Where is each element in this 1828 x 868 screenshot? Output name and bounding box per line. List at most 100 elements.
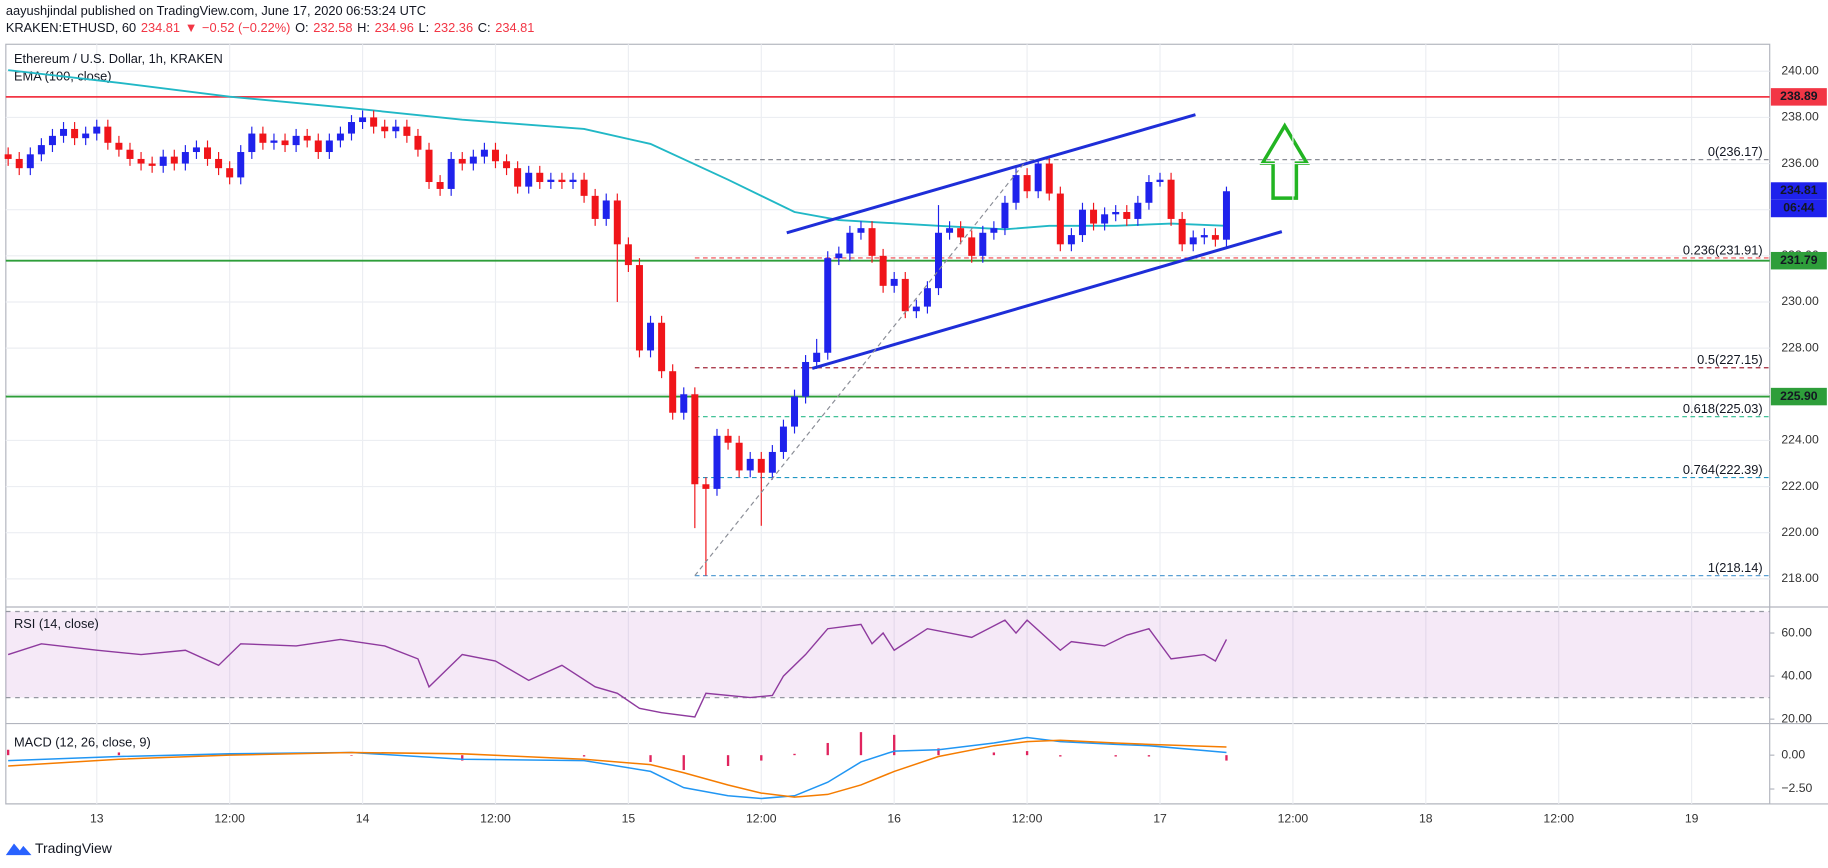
x-tick-label: 12:00: [480, 811, 511, 825]
candle-body: [270, 140, 278, 143]
candle-body: [613, 200, 621, 245]
quote-part: C:: [478, 21, 491, 36]
logo: [5, 843, 32, 856]
candle-body: [735, 442, 743, 471]
quote-part: −0.52 (−0.22%): [202, 21, 290, 36]
quote-part: O:: [295, 21, 309, 36]
candle-body: [979, 232, 987, 256]
candle-body: [890, 278, 898, 286]
candle-body: [1123, 212, 1131, 219]
fib-label: 0.5(227.15): [1697, 352, 1763, 367]
candle-body: [768, 451, 776, 473]
candle-body: [281, 140, 289, 146]
candle-body: [1090, 209, 1098, 224]
y-tick-label: 224.00: [1781, 433, 1819, 447]
x-tick-label: 13: [90, 811, 104, 825]
candle-body: [658, 322, 666, 372]
histogram-bar: [760, 755, 763, 761]
candle-body: [1222, 191, 1230, 240]
candle-body: [303, 135, 311, 141]
candle-body: [170, 156, 178, 164]
x-tick-label: 12:00: [214, 811, 245, 825]
candle-body: [558, 179, 566, 183]
candle-body: [480, 149, 488, 157]
candle-body: [137, 158, 145, 164]
candle-body: [1189, 237, 1197, 245]
candle-body: [469, 156, 477, 164]
y-tick-label: 228.00: [1781, 340, 1819, 354]
y-tick-label: 60.00: [1781, 625, 1812, 639]
quote-part: H:: [357, 21, 370, 36]
candle-body: [1045, 163, 1053, 194]
candle-body: [215, 158, 223, 169]
candle-body: [835, 253, 843, 259]
x-tick-label: 12:00: [1012, 811, 1043, 825]
candle-body: [846, 232, 854, 254]
fib-label: 0.236(231.91): [1683, 242, 1763, 257]
trend-line: [786, 113, 1196, 235]
quote-part: KRAKEN:ETHUSD, 60: [6, 21, 136, 36]
candle-body: [1211, 235, 1219, 240]
candle-body: [60, 128, 68, 136]
quote-part: 234.96: [375, 21, 414, 36]
logo-text[interactable]: TradingView: [35, 840, 113, 856]
candle-body: [425, 149, 433, 183]
candle-body: [148, 163, 156, 166]
histogram-bar: [826, 742, 829, 756]
candle-body: [946, 228, 954, 233]
candle-body: [82, 133, 90, 139]
quote-part: 234.81: [141, 21, 180, 36]
histogram-bar: [992, 752, 996, 756]
candle-body: [802, 361, 810, 397]
candle-body: [503, 161, 511, 169]
panel-title: MACD (12, 26, close, 9): [14, 735, 151, 750]
quote-part: L:: [419, 21, 430, 36]
histogram-bar: [461, 755, 464, 761]
rsi-band: [5, 611, 1770, 698]
histogram-bar: [1225, 755, 1228, 761]
candle-body: [192, 147, 200, 153]
quote-part: 234.81: [495, 21, 534, 36]
candle-body: [923, 288, 931, 307]
candle-body: [370, 117, 378, 127]
candle-body: [259, 133, 267, 143]
candle-body: [857, 228, 865, 233]
x-tick-label: 18: [1419, 811, 1433, 825]
histogram-bar: [1025, 751, 1029, 756]
candle-body: [93, 126, 101, 134]
candle-body: [336, 133, 344, 141]
last-price-label: 234.81: [1780, 183, 1818, 197]
candle-body: [381, 126, 389, 132]
candle-body: [1012, 175, 1020, 203]
candle-body: [491, 149, 499, 162]
candle-body: [879, 255, 887, 286]
candle-body: [536, 172, 544, 183]
candle-body: [237, 152, 245, 178]
x-tick-label: 16: [887, 811, 901, 825]
y-tick-label: 222.00: [1781, 479, 1819, 493]
candle-body: [248, 133, 256, 153]
candle-body: [226, 168, 234, 178]
candle-body: [436, 182, 444, 189]
histogram-bar: [649, 755, 652, 762]
x-tick-label: 12:00: [1278, 811, 1309, 825]
histogram-bar: [893, 734, 896, 756]
x-tick-label: 15: [622, 811, 636, 825]
x-tick-label: 19: [1685, 811, 1699, 825]
candle-body: [325, 140, 333, 153]
y-tick-label: 40.00: [1781, 668, 1812, 682]
candle-body: [347, 122, 355, 134]
candle-body: [514, 168, 522, 187]
histogram-bar: [582, 755, 586, 757]
candle-body: [292, 135, 300, 146]
histogram-bar: [793, 753, 796, 756]
candle-body: [1056, 193, 1064, 245]
candle-body: [392, 126, 400, 132]
candle-body: [115, 142, 123, 150]
candle-body: [746, 458, 754, 471]
histogram-bar: [1059, 755, 1062, 757]
quote-part: ▼: [185, 21, 198, 36]
candle-body: [702, 484, 710, 489]
